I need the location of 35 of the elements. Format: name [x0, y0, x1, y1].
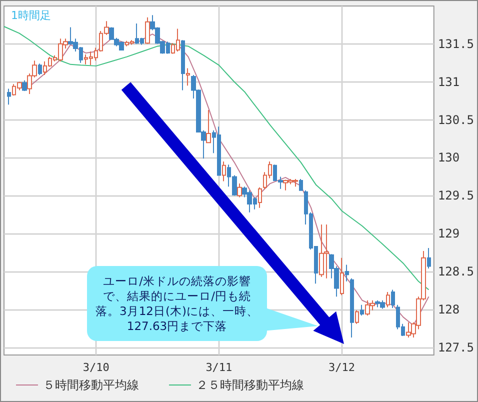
y-tick-label: 130.5 [438, 112, 474, 127]
candlestick [237, 183, 242, 198]
x-tick-label: 3/11 [206, 361, 232, 374]
y-tick-label: 131 [438, 74, 460, 89]
y-tick-label: 128.5 [438, 264, 474, 279]
candlestick [350, 278, 354, 338]
legend-label: ５時間移動平均線 [43, 378, 139, 392]
candlestick [38, 63, 42, 76]
candlestick [345, 264, 349, 282]
candlestick [355, 310, 359, 324]
candlestick [181, 40, 185, 91]
annotation: ユーロ/米ドルの続落の影響で、結果的にユーロ/円も続落。3月12日(木)には、一時、127.63円まで下落 [94, 272, 260, 334]
candlestick [391, 289, 395, 308]
y-tick-label: 129 [438, 226, 460, 241]
candlestick [7, 88, 11, 106]
candlestick [186, 68, 190, 86]
y-tick-label: 131.5 [438, 36, 474, 51]
y-tick-label: 129.5 [438, 188, 474, 203]
y-tick-label: 128 [438, 302, 460, 316]
candlestick [145, 16, 150, 44]
x-tick-label: 3/12 [328, 361, 356, 374]
candlestick [22, 80, 27, 92]
candlestick [258, 186, 262, 208]
candlestick [427, 248, 431, 270]
candlestick [206, 109, 211, 144]
legend-label: ２５時間移動平均線 [196, 378, 304, 392]
candlestick [386, 292, 390, 308]
candlestick [299, 178, 303, 191]
candlestick [360, 304, 364, 316]
x-tick-label: 3/10 [82, 361, 110, 374]
y-tick-label: 130 [438, 150, 460, 165]
candlestick [222, 161, 226, 182]
candlestick [340, 257, 344, 296]
y-tick-label: 127.5 [438, 340, 474, 354]
annotation: 1時間足 [11, 8, 51, 23]
